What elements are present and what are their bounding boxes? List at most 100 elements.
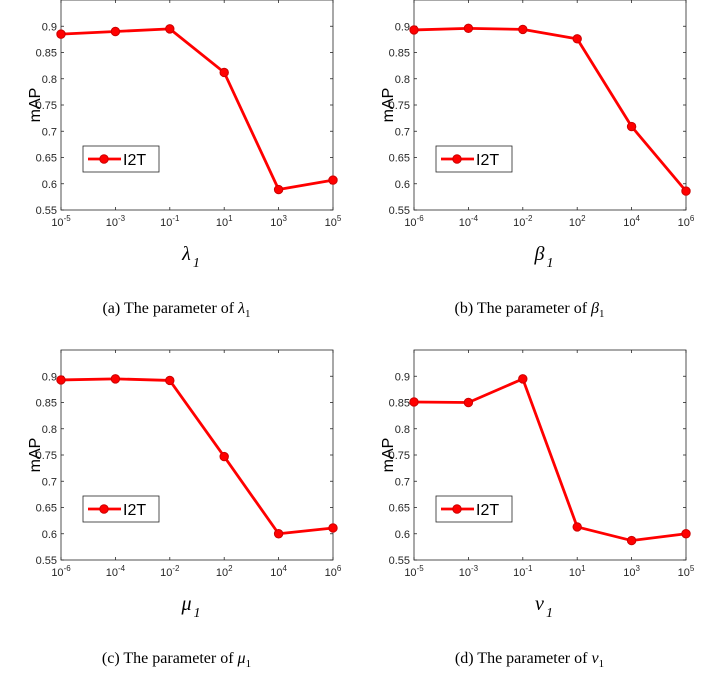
x-tick-exponent: 6 xyxy=(337,564,342,573)
y-tick-label: 0.65 xyxy=(389,153,410,165)
legend-marker xyxy=(452,154,462,164)
y-tick-label: 0.55 xyxy=(389,555,410,567)
data-point xyxy=(518,24,528,35)
x-tick-base: 10 xyxy=(513,217,525,229)
x-tick-base: 10 xyxy=(270,217,282,229)
x-tick-exponent: 4 xyxy=(282,564,287,573)
legend-label: I2T xyxy=(476,152,499,169)
chart-panel-c: 0.55 0.6 0.65 0.7 0.75 0.8 0.85 0.9 10-6 10-4 10-2… xyxy=(0,349,353,700)
y-tick-label: 0.7 xyxy=(42,126,57,138)
x-tick-label: 105 xyxy=(678,564,695,579)
caption-b-symbol: β xyxy=(591,300,599,317)
x-tick-exponent: -3 xyxy=(471,564,479,573)
x-axis-symbol: μ xyxy=(180,593,191,615)
y-tick-label: 0.85 xyxy=(389,398,410,410)
x-tick-base: 10 xyxy=(51,567,63,579)
x-tick-label: 10-1 xyxy=(513,564,533,579)
x-tick-exponent: -1 xyxy=(525,564,533,573)
caption-b-subscript: 1 xyxy=(599,308,605,321)
x-tick-exponent: 3 xyxy=(282,214,287,223)
x-tick-base: 10 xyxy=(513,567,525,579)
legend-label: I2T xyxy=(476,502,499,519)
caption-d-symbol: ν xyxy=(591,650,599,667)
x-tick-label: 101 xyxy=(216,214,233,229)
y-tick-label: 0.9 xyxy=(395,21,410,33)
x-tick-base: 10 xyxy=(51,217,63,229)
data-point xyxy=(328,523,338,533)
y-tick-label: 0.8 xyxy=(395,424,410,436)
x-tick-base: 10 xyxy=(459,217,471,229)
data-point xyxy=(273,529,284,539)
y-tick-label: 0.9 xyxy=(42,21,57,33)
x-tick-base: 10 xyxy=(216,217,228,229)
x-tick-label: 10-5 xyxy=(404,564,424,579)
x-tick-exponent: 2 xyxy=(581,214,586,223)
y-tick-label: 0.55 xyxy=(36,555,57,567)
data-point xyxy=(626,535,637,546)
plot-area-frame xyxy=(60,349,334,561)
x-tick-exponent: -4 xyxy=(471,214,479,223)
x-tick-label: 103 xyxy=(623,564,640,579)
caption-d: (d) The parameter of ν1 xyxy=(353,650,706,670)
legend-label: I2T xyxy=(123,502,146,519)
x-tick-label: 101 xyxy=(569,564,586,579)
series-line-i2t xyxy=(413,377,687,542)
caption-b: (b) The parameter of β1 xyxy=(353,300,706,320)
x-tick-base: 10 xyxy=(106,217,118,229)
x-tick-base: 10 xyxy=(270,567,282,579)
caption-c: (c) The parameter of μ1 xyxy=(0,650,353,670)
y-tick-label: 0.75 xyxy=(36,100,57,112)
x-tick-label: 10-5 xyxy=(51,214,71,229)
x-tick-exponent: -2 xyxy=(525,214,533,223)
x-tick-base: 10 xyxy=(678,217,690,229)
y-tick-label: 0.6 xyxy=(42,529,57,541)
y-tick-label: 0.6 xyxy=(395,529,410,541)
x-tick-label: 10-6 xyxy=(404,214,424,229)
x-tick-label: 102 xyxy=(569,214,586,229)
y-tick-label: 0.8 xyxy=(42,74,57,86)
x-tick-base: 10 xyxy=(325,567,337,579)
data-point xyxy=(328,175,338,185)
caption-c-prefix: (c) The parameter of xyxy=(101,650,238,667)
caption-a: (a) The parameter of λ1 xyxy=(0,300,353,320)
data-point xyxy=(219,67,229,78)
series-line-i2t xyxy=(413,26,688,193)
data-point xyxy=(572,522,582,532)
x-tick-exponent: -1 xyxy=(172,214,180,223)
x-tick-base: 10 xyxy=(623,567,635,579)
x-tick-base: 10 xyxy=(569,217,581,229)
y-tick-label: 0.8 xyxy=(395,74,410,86)
x-tick-label: 102 xyxy=(216,564,233,579)
x-axis-symbol: ν xyxy=(535,593,544,615)
x-tick-label: 106 xyxy=(678,214,695,229)
y-tick-label: 0.75 xyxy=(389,450,410,462)
x-tick-exponent: -4 xyxy=(118,564,126,573)
y-tick-label: 0.55 xyxy=(389,205,410,217)
y-axis-label: mAP xyxy=(27,438,44,473)
x-axis-symbol: β xyxy=(534,243,545,265)
y-tick-label: 0.85 xyxy=(36,48,57,60)
y-axis-label: mAP xyxy=(380,438,397,473)
caption-c-subscript: 1 xyxy=(245,658,252,671)
x-tick-label: 10-3 xyxy=(459,564,479,579)
y-tick-label: 0.6 xyxy=(395,179,410,191)
legend-marker xyxy=(99,154,109,164)
x-tick-base: 10 xyxy=(106,567,118,579)
chart-d: 0.550.60.650.70.750.80.850.910-5 10-3 10-1… xyxy=(380,349,695,621)
x-tick-label: 10-4 xyxy=(459,214,479,229)
y-tick-label: 0.9 xyxy=(42,371,57,383)
legend-label: I2T xyxy=(123,152,146,169)
x-tick-exponent: 3 xyxy=(635,564,640,573)
y-tick-label: 0.75 xyxy=(389,100,410,112)
chart-panel-d: 0.55 0.6 0.65 0.7 0.75 0.8 0.85 0.9 10-5 10-3 10-1… xyxy=(353,349,706,700)
data-point xyxy=(273,184,284,195)
caption-d-subscript: 1 xyxy=(598,658,605,671)
x-axis-subscript: 1 xyxy=(546,606,553,621)
x-tick-base: 10 xyxy=(160,567,172,579)
x-tick-label: 10-1 xyxy=(160,214,180,229)
x-tick-exponent: 5 xyxy=(337,214,342,223)
x-axis-subscript: 1 xyxy=(546,256,553,271)
